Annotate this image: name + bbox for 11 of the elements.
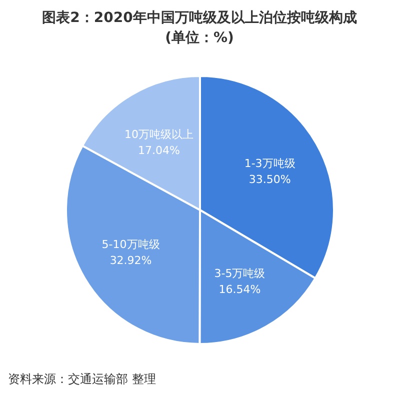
slice-label: 3-5万吨级 — [214, 266, 266, 280]
slice-label: 10万吨级以上 — [124, 128, 194, 141]
data-label: 16.54% — [218, 282, 261, 296]
data-label: 33.50% — [248, 173, 291, 186]
slice-label: 1-3万吨级 — [244, 157, 296, 170]
data-label: 32.92% — [110, 254, 152, 267]
data-label: 17.04% — [138, 144, 180, 157]
text: 资料来源：交通运输部 整理 — [8, 372, 156, 386]
chart-title: 图表2：2020年中国万吨级及以上泊位按吨级构成 — [42, 10, 357, 26]
slice-label: 5-10万吨级 — [102, 238, 160, 251]
chart-subtitle: (单位：%) — [165, 30, 234, 46]
